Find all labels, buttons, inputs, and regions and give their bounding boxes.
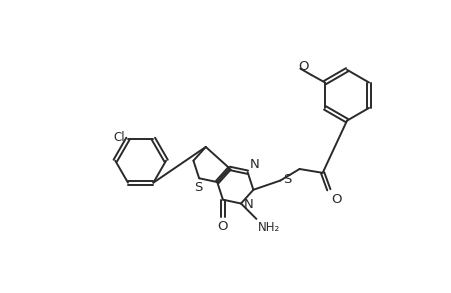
Text: Cl: Cl: [113, 131, 125, 144]
Text: S: S: [283, 173, 291, 186]
Text: O: O: [218, 220, 228, 234]
Text: NH₂: NH₂: [258, 221, 280, 234]
Text: N: N: [243, 198, 253, 211]
Text: O: O: [299, 59, 309, 72]
Text: N: N: [250, 158, 260, 171]
Text: S: S: [194, 180, 202, 194]
Text: O: O: [331, 193, 342, 206]
